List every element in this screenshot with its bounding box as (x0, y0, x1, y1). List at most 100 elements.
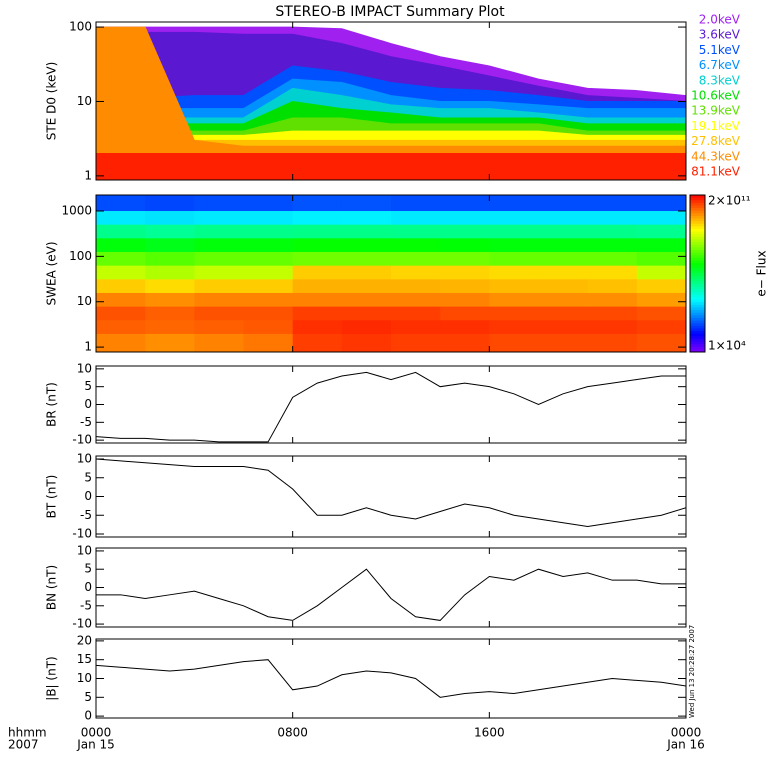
heatmap-cell (243, 292, 294, 307)
colorbar-segment (690, 244, 705, 248)
y-tick-label: 20 (77, 633, 92, 647)
y-tick-label: 5 (84, 562, 92, 576)
heatmap-cell (538, 251, 589, 266)
heatmap-cell (96, 210, 146, 225)
colorbar-segment (690, 336, 705, 340)
time-axis-year: 2007 (8, 738, 39, 752)
heatmap-cell (538, 237, 589, 252)
legend-entry: 3.6keV (699, 28, 741, 42)
colorbar-segment (690, 242, 705, 246)
colorbar-segment (690, 304, 705, 309)
heatmap-cell (341, 210, 392, 225)
heatmap-cell (391, 251, 441, 266)
heatmap-cell (96, 195, 146, 212)
heatmap-cell (292, 251, 343, 266)
colorbar-segment (690, 328, 705, 332)
heatmap-cell (489, 306, 539, 321)
heatmap-cell (292, 265, 343, 280)
y-tick-label: 1000 (61, 203, 92, 217)
heatmap-cell (636, 319, 686, 334)
heatmap-cell (194, 210, 244, 225)
heatmap-cell (587, 265, 638, 280)
colorbar-segment (690, 249, 705, 254)
heatmap-cell (587, 224, 638, 239)
colorbar-segment (690, 299, 705, 303)
legend-entry: 5.1keV (699, 43, 741, 57)
y-tick-label: 10 (77, 543, 92, 557)
heatmap-cell (538, 306, 589, 321)
panel-3 (96, 458, 686, 528)
heatmap-cell (440, 237, 490, 252)
colorbar-segment (690, 315, 705, 319)
colorbar-segment (690, 349, 705, 353)
y-tick-label: 0 (84, 397, 92, 411)
colorbar-segment (690, 283, 705, 288)
colorbar-label: 2×10¹¹ (708, 194, 751, 208)
heatmap-cell (96, 278, 146, 293)
legend-entry: 2.0keV (699, 13, 741, 27)
heatmap-cell (538, 224, 589, 239)
y-tick-label: -5 (80, 508, 92, 522)
heatmap-cell (587, 278, 638, 293)
heatmap-cell (391, 265, 441, 280)
panel-5 (96, 659, 686, 698)
heatmap-cell (243, 224, 294, 239)
heatmap-cell (489, 278, 539, 293)
colorbar-segment (690, 231, 705, 235)
heatmap-cell (440, 306, 490, 321)
panel-4 (96, 568, 686, 621)
legend-entry: 81.1keV (691, 165, 741, 179)
y-tick-label: 5 (84, 379, 92, 393)
heatmap-cell (145, 265, 195, 280)
colorbar-segment (690, 239, 705, 243)
heatmap-cell (440, 251, 490, 266)
colorbar-segment (690, 310, 705, 314)
heatmap-cell (243, 319, 294, 334)
heatmap-cell (194, 306, 244, 321)
heatmap-cell (341, 195, 392, 212)
colorbar-segment (690, 312, 705, 316)
colorbar-segment (690, 317, 705, 322)
colorbar-segment (690, 276, 705, 280)
heatmap-cell (341, 237, 392, 252)
heatmap-cell (194, 292, 244, 307)
heatmap-cell (489, 319, 539, 334)
heatmap-cell (538, 195, 589, 212)
colorbar-segment (690, 257, 705, 261)
heatmap-cell (145, 319, 195, 334)
heatmap-cell (96, 306, 146, 321)
heatmap-cell (194, 224, 244, 239)
heatmap-cell (145, 224, 195, 239)
heatmap-cell (194, 278, 244, 293)
heatmap-cell (538, 210, 589, 225)
colorbar-segment (690, 323, 705, 327)
heatmap-cell (96, 251, 146, 266)
heatmap-cell (194, 251, 244, 266)
heatmap-cell (341, 251, 392, 266)
heatmap-cell (341, 265, 392, 280)
colorbar-segment (690, 286, 705, 290)
heatmap-cell (194, 195, 244, 212)
heatmap-cell (194, 237, 244, 252)
colorbar-title: e− Flux (755, 250, 769, 296)
colorbar-segment (690, 291, 705, 295)
heatmap-cell (636, 292, 686, 307)
x-tick-label: 0000 (81, 726, 112, 740)
plot-title: STEREO-B IMPACT Summary Plot (275, 4, 505, 20)
time-axis-label: hhmm (8, 726, 47, 740)
y-axis-label: STE D0 (keV) (45, 62, 59, 141)
heatmap-cell (636, 224, 686, 239)
heatmap-cell (96, 237, 146, 252)
panel-0 (96, 26, 686, 180)
colorbar-segment (690, 281, 705, 285)
colorbar-segment (690, 289, 705, 293)
y-tick-label: 0 (84, 709, 92, 723)
colorbar-segment (690, 197, 705, 201)
colorbar-segment (690, 260, 705, 264)
heatmap-cell (391, 292, 441, 307)
colorbar-segment (690, 255, 705, 259)
y-tick-label: 0 (84, 489, 92, 503)
y-tick-label: 10 (77, 294, 92, 308)
y-tick-label: -10 (72, 433, 92, 447)
heatmap-cell (636, 251, 686, 266)
